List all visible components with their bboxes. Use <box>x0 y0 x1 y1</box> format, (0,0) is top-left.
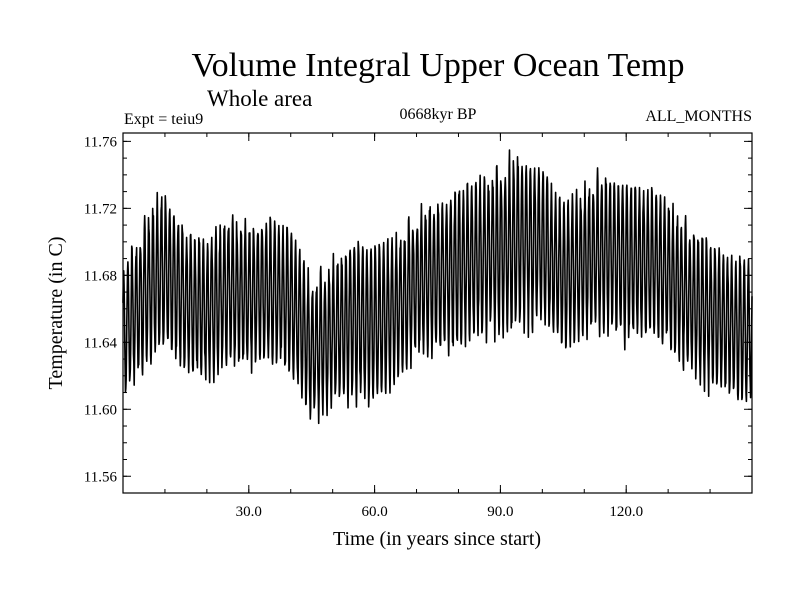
months-label: ALL_MONTHS <box>645 108 752 125</box>
x-tick-label: 30.0 <box>236 504 262 520</box>
experiment-label: Expt = teiu9 <box>124 111 203 128</box>
chart-title: Volume Integral Upper Ocean Temp <box>192 47 685 84</box>
y-tick-label: 11.56 <box>84 469 118 485</box>
x-tick-label: 120.0 <box>609 504 643 520</box>
y-axis-label: Temperature (in C) <box>45 237 67 390</box>
chart-subtitle: Whole area <box>207 86 312 111</box>
plot-frame <box>122 132 753 494</box>
axes-layer: 11.56 11.60 11.64 11.68 11.72 11.76 30.0 60.0 90… <box>84 133 752 520</box>
temperature-series-line <box>122 149 753 425</box>
y-tick-label: 11.72 <box>84 201 117 217</box>
y-tick-label: 11.60 <box>84 402 117 418</box>
x-tick-label: 60.0 <box>361 504 387 520</box>
y-tick-label: 11.68 <box>84 268 117 284</box>
x-tick-label: 90.0 <box>487 504 513 520</box>
x-axis-label: Time (in years since start) <box>333 528 541 550</box>
y-tick-label: 11.64 <box>84 335 118 351</box>
series-layer <box>122 149 753 425</box>
period-label: 0668kyr BP <box>400 106 477 123</box>
y-tick-label: 11.76 <box>84 134 118 150</box>
